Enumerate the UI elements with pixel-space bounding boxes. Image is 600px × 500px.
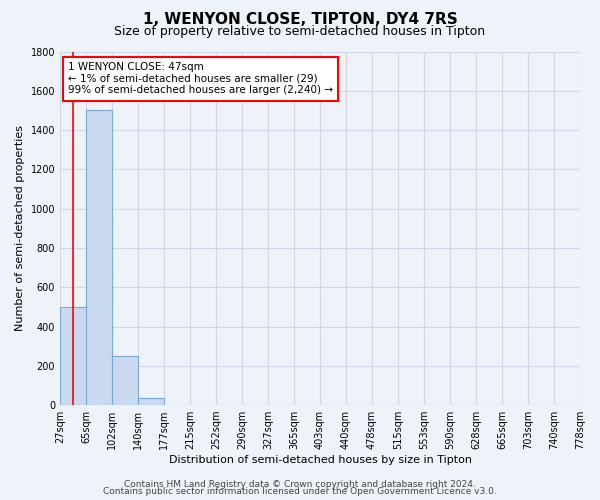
Text: 1 WENYON CLOSE: 47sqm
← 1% of semi-detached houses are smaller (29)
99% of semi-: 1 WENYON CLOSE: 47sqm ← 1% of semi-detac… — [68, 62, 333, 96]
Bar — [112, 356, 138, 405]
Text: Contains public sector information licensed under the Open Government Licence v3: Contains public sector information licen… — [103, 488, 497, 496]
Text: 1, WENYON CLOSE, TIPTON, DY4 7RS: 1, WENYON CLOSE, TIPTON, DY4 7RS — [143, 12, 457, 28]
Bar — [86, 110, 112, 405]
Text: Size of property relative to semi-detached houses in Tipton: Size of property relative to semi-detach… — [115, 25, 485, 38]
X-axis label: Distribution of semi-detached houses by size in Tipton: Distribution of semi-detached houses by … — [169, 455, 472, 465]
Bar — [138, 398, 164, 405]
Y-axis label: Number of semi-detached properties: Number of semi-detached properties — [15, 126, 25, 332]
Text: Contains HM Land Registry data © Crown copyright and database right 2024.: Contains HM Land Registry data © Crown c… — [124, 480, 476, 489]
Bar — [60, 307, 86, 405]
